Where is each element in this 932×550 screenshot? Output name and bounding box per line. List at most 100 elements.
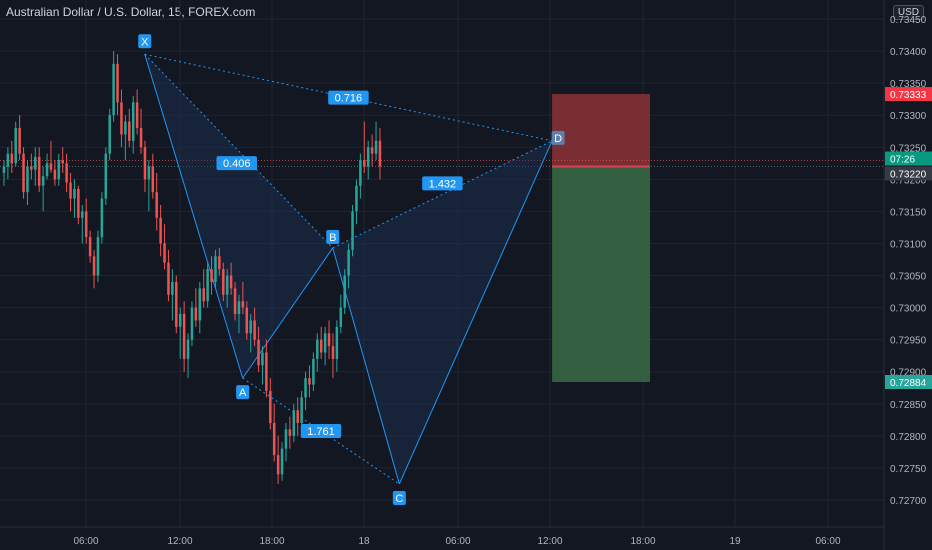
- candle-body: [73, 188, 76, 199]
- candle: [57, 153, 61, 186]
- candle: [233, 281, 237, 321]
- pattern-leg: [144, 54, 244, 379]
- candle-body: [319, 339, 323, 353]
- candle-body: [198, 288, 202, 321]
- candle: [319, 326, 323, 359]
- candle: [363, 121, 366, 173]
- candle-body: [116, 63, 119, 103]
- candle: [163, 224, 166, 270]
- time-tick-label: 18: [358, 536, 370, 547]
- candle: [175, 275, 178, 334]
- time-tick-label: 12:00: [167, 536, 192, 547]
- time-tick-label: 19: [729, 536, 741, 547]
- candle-timer-tag: 07:26: [885, 151, 932, 166]
- candle: [30, 153, 33, 180]
- point-label-b-bg: [326, 229, 340, 244]
- candle: [159, 204, 162, 257]
- candle: [45, 153, 49, 180]
- candle: [104, 147, 108, 205]
- point-label-c-text: C: [395, 493, 403, 505]
- candle-body: [312, 358, 315, 385]
- candle-body: [14, 128, 17, 164]
- candle: [49, 140, 53, 173]
- candle: [6, 147, 10, 180]
- chart-title: Australian Dollar / U.S. Dollar, 15, FOR…: [6, 5, 256, 19]
- pattern-leg: [398, 140, 553, 485]
- candle: [359, 153, 362, 199]
- candle: [296, 397, 299, 436]
- candle-body: [359, 160, 362, 186]
- candle-body: [378, 140, 382, 167]
- candle-body: [316, 339, 319, 359]
- candle-body: [292, 410, 296, 436]
- candle-body: [280, 448, 284, 475]
- ratio-label: 1.761: [300, 424, 342, 439]
- candle-body: [171, 281, 174, 295]
- candle: [108, 108, 111, 161]
- candle-body: [41, 176, 45, 186]
- candle-body: [269, 390, 272, 424]
- ratio-label-bg: [216, 156, 257, 171]
- current-price-tag: 0.73220: [885, 166, 932, 181]
- pattern-labels: X A B C D 0.716 0.406 1.432 1.761: [138, 34, 565, 505]
- candle: [245, 301, 249, 340]
- candle: [300, 390, 303, 430]
- candle: [378, 128, 382, 180]
- candle-body: [186, 339, 190, 359]
- candle: [269, 378, 272, 430]
- candle: [323, 326, 327, 366]
- point-label-a-text: A: [239, 387, 247, 399]
- candle-body: [178, 314, 182, 327]
- candle-body: [355, 185, 358, 212]
- point-label-d-text: D: [554, 133, 562, 145]
- currency-button[interactable]: USD: [892, 5, 924, 20]
- ratio-label: 0.406: [216, 156, 257, 171]
- candle: [167, 249, 170, 302]
- candle-body: [6, 153, 10, 167]
- candle-body: [26, 166, 29, 193]
- candle-body: [343, 275, 346, 308]
- candle-body: [139, 128, 143, 148]
- candle: [124, 115, 127, 161]
- candle-body: [159, 217, 162, 244]
- point-label-b-text: B: [329, 232, 336, 244]
- price-tick-label: 0.73450: [890, 15, 927, 26]
- price-tick-label: 0.73150: [890, 207, 927, 218]
- candle: [280, 442, 284, 481]
- point-label-a: A: [236, 385, 250, 400]
- candle-body: [128, 121, 131, 141]
- candle: [41, 166, 45, 212]
- candle-body: [225, 275, 229, 295]
- candle-body: [253, 320, 256, 340]
- candle-body: [151, 166, 155, 193]
- ratio-label-text: 0.716: [335, 93, 363, 105]
- price-tick-label: 0.72900: [890, 368, 927, 379]
- candle-body: [57, 160, 61, 180]
- candle-body: [276, 455, 280, 475]
- candle: [194, 288, 198, 327]
- point-label-c-bg: [392, 490, 406, 505]
- candle: [81, 204, 84, 244]
- candle: [73, 179, 76, 218]
- candle-body: [124, 121, 127, 135]
- candle: [308, 365, 311, 398]
- candles: [2, 51, 382, 484]
- candle: [22, 147, 25, 199]
- candle: [229, 262, 233, 295]
- candle-body: [249, 320, 252, 334]
- price-tick-label: 0.73400: [890, 47, 927, 58]
- ratio-label-text: 1.761: [307, 426, 335, 438]
- candle-body: [265, 352, 268, 391]
- point-label-a-bg: [236, 385, 250, 400]
- candle: [292, 403, 296, 443]
- candle: [316, 333, 319, 372]
- candle: [37, 147, 41, 193]
- ratio-label-bg: [300, 424, 342, 439]
- candle-body: [69, 182, 72, 199]
- candle-body: [194, 307, 198, 321]
- candle-body: [229, 275, 233, 289]
- candle: [339, 294, 343, 334]
- candle: [2, 160, 6, 186]
- candle-body: [81, 211, 84, 218]
